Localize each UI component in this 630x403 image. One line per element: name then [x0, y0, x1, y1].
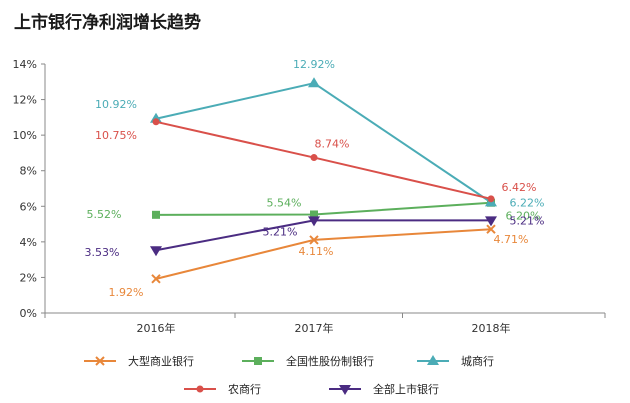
legend-marker: [95, 356, 105, 366]
legend-label: 全国性股份制银行: [286, 354, 374, 368]
data-point-marker: [309, 235, 319, 245]
data-point-marker: [308, 216, 320, 227]
series-lines: [150, 77, 497, 284]
y-tick-label: 8%: [20, 165, 37, 178]
data-point-marker: [487, 195, 495, 203]
legend-marker: [196, 385, 204, 393]
chart-title: 上市银行净利润增长趋势: [14, 13, 201, 33]
data-label: 6.20%: [506, 210, 541, 223]
y-tick-label: 12%: [13, 94, 37, 107]
legend-item: 大型商业银行: [84, 354, 194, 368]
data-point-marker: [310, 210, 318, 219]
legend-marker: [254, 357, 262, 365]
y-tick-label: 2%: [20, 271, 37, 284]
legend-marker: [427, 355, 439, 365]
data-point-marker: [485, 216, 497, 227]
y-tick-label: 6%: [20, 200, 37, 213]
data-point-marker: [152, 210, 160, 219]
x-tick-label: 2016年: [137, 321, 176, 335]
y-tick-label: 0%: [20, 307, 37, 320]
data-label: 5.21%: [263, 225, 298, 238]
data-point-marker: [486, 224, 496, 234]
legend-label: 农商行: [228, 382, 261, 396]
legend-item: 农商行: [184, 382, 261, 396]
data-label: 5.54%: [267, 196, 302, 209]
data-label: 10.75%: [95, 129, 137, 142]
legend-item: 全部上市银行: [329, 382, 439, 396]
data-label: 5.52%: [87, 208, 122, 221]
data-point-marker: [308, 77, 320, 88]
data-point-marker: [152, 118, 160, 126]
data-label: 4.11%: [299, 245, 334, 258]
series-line: [155, 120, 492, 200]
y-tick-label: 10%: [13, 129, 37, 142]
data-labels: 1.92% 4.11% 4.71% 5.52% 5.54% 6.20% 10.92% 12.9…: [85, 58, 545, 299]
data-point-marker: [150, 246, 162, 257]
legend-marker: [339, 385, 351, 395]
x-tick-label: 2018年: [472, 321, 511, 335]
data-label: 10.92%: [95, 98, 137, 111]
y-tick-label: 14%: [13, 58, 37, 71]
legend-item: 全国性股份制银行: [242, 354, 374, 368]
legend-label: 全部上市银行: [373, 382, 439, 396]
x-tick-label: 2017年: [295, 321, 334, 335]
legend-label: 大型商业银行: [128, 354, 194, 368]
data-label: 1.92%: [109, 286, 144, 299]
legend-label: 城商行: [461, 354, 494, 368]
data-label: 4.71%: [494, 233, 529, 246]
axes: 0% 2% 4% 6% 8% 10% 12% 14% 2016年 2017年 2018年: [13, 58, 606, 335]
data-label: 12.92%: [293, 58, 335, 71]
legend-item: 城商行: [417, 354, 494, 368]
data-label: 5.21%: [510, 214, 545, 227]
data-point-marker: [310, 154, 318, 162]
data-label: 8.74%: [315, 138, 350, 151]
data-label: 6.22%: [510, 196, 545, 209]
data-label: 3.53%: [85, 246, 120, 259]
data-point-marker: [151, 274, 161, 284]
y-tick-label: 4%: [20, 236, 37, 249]
series-line: [155, 201, 492, 216]
data-label: 6.42%: [502, 181, 537, 194]
